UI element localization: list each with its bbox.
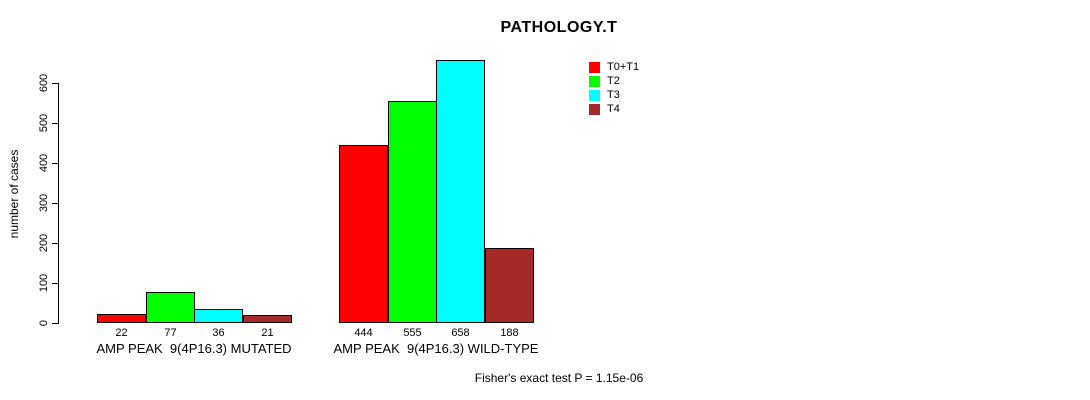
legend-swatch-icon: [589, 104, 600, 115]
y-axis-tick: [52, 243, 58, 244]
bar-T2-group1: [146, 292, 195, 323]
legend-swatch-icon: [589, 90, 600, 101]
bar-value-label: 555: [403, 327, 422, 339]
bar-T2-group2: [388, 101, 437, 323]
legend-swatch-icon: [589, 76, 600, 87]
y-axis-tick: [52, 163, 58, 164]
bar-T0+T1-group2: [339, 145, 388, 323]
y-axis-tick: [52, 323, 58, 324]
group-label: AMP PEAK 9(4P16.3) WILD-TYPE: [333, 341, 539, 356]
bar-value-label: 22: [115, 327, 128, 339]
bar-value-label: 444: [354, 327, 373, 339]
legend-label: T4: [607, 103, 620, 115]
y-axis-tick-label: 600: [38, 73, 50, 93]
legend: T0+T1 T2 T3 T4: [589, 62, 639, 115]
bar-T3-group2: [436, 60, 485, 323]
y-axis-tick-label: 200: [38, 233, 50, 253]
y-axis-tick: [52, 123, 58, 124]
bar-value-label: 21: [261, 327, 274, 339]
y-axis-title: number of cases: [7, 149, 21, 239]
group-label: AMP PEAK 9(4P16.3) MUTATED: [96, 341, 292, 356]
y-axis-line: [58, 83, 59, 324]
legend-item: T3: [589, 90, 639, 101]
legend-item: T4: [589, 104, 639, 115]
bar-T4-group2: [485, 248, 534, 323]
bar-T4-group1: [243, 315, 292, 323]
bar-T0+T1-group1: [97, 314, 146, 323]
y-axis-tick-label: 0: [38, 319, 50, 327]
y-axis-tick: [52, 83, 58, 84]
chart-title: PATHOLOGY.T: [500, 19, 618, 36]
bar-value-label: 36: [212, 327, 225, 339]
y-axis-tick-label: 100: [38, 273, 50, 293]
bar-value-label: 188: [500, 327, 519, 339]
bar-value-label: 77: [164, 327, 177, 339]
legend-label: T0+T1: [607, 61, 640, 73]
y-axis-tick: [52, 203, 58, 204]
y-axis-tick-label: 500: [38, 113, 50, 133]
stat-annotation: Fisher's exact test P = 1.15e-06: [474, 371, 644, 385]
y-axis-tick: [52, 283, 58, 284]
legend-swatch-icon: [589, 62, 600, 73]
legend-item: T2: [589, 76, 639, 87]
legend-label: T2: [607, 75, 620, 87]
y-axis-tick-label: 300: [38, 193, 50, 213]
y-axis-tick-label: 400: [38, 153, 50, 173]
bar-T3-group1: [194, 309, 243, 323]
legend-item: T0+T1: [589, 62, 639, 73]
bar-value-label: 658: [451, 327, 470, 339]
legend-label: T3: [607, 89, 620, 101]
